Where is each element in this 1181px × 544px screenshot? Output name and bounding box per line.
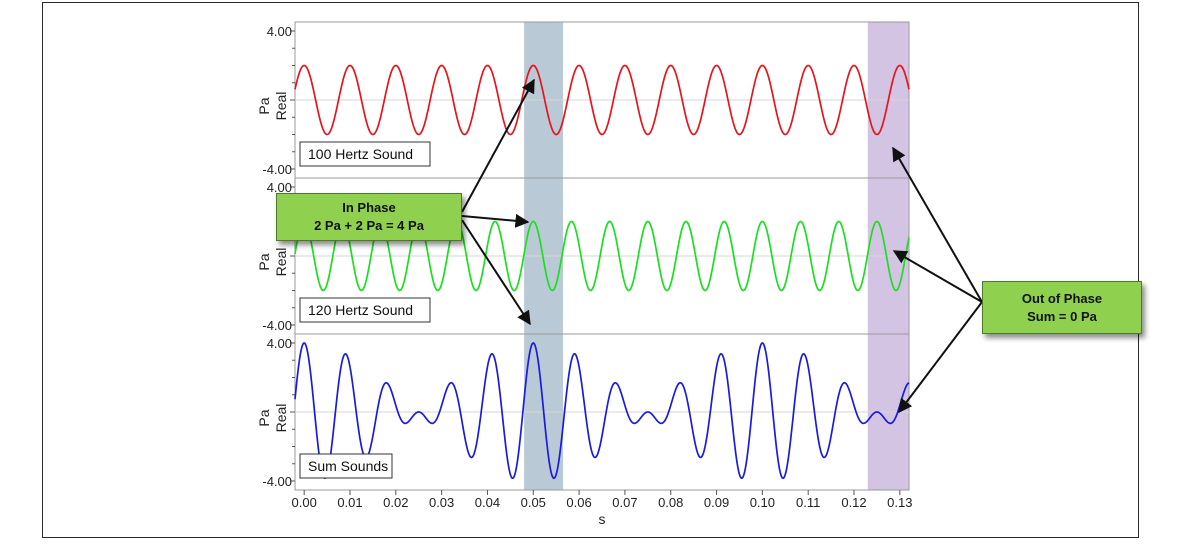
callout-arrow	[898, 301, 983, 414]
x-tick-label: 0.12	[841, 495, 866, 510]
callout-arrow	[892, 250, 983, 303]
x-tick-label: 0.05	[521, 495, 546, 510]
y-tick-label-bottom: -4.00	[262, 318, 292, 333]
panel-2: 4.00 -4.00 Pa Real 120 Hertz Sound	[256, 177, 910, 335]
x-tick-label: 0.07	[612, 495, 637, 510]
x-tick-label: 0.10	[750, 495, 775, 510]
in-phase-title: In Phase	[342, 200, 396, 215]
panel-1: 4.00 -4.00 Pa Real 100 Hertz Sound	[256, 21, 910, 179]
callout-arrow	[892, 146, 983, 303]
out-of-phase-title: Out of Phase	[1021, 290, 1103, 306]
y-axis-label: Real	[273, 92, 289, 121]
x-tick-label: 0.08	[658, 495, 683, 510]
x-tick-label: 0.09	[704, 495, 729, 510]
annotation-label: 100 Hertz Sound	[308, 146, 413, 162]
y-tick-label-bottom: -4.00	[262, 162, 292, 177]
y-tick-label-top: 4.00	[267, 24, 292, 39]
series-line	[294, 342, 910, 480]
x-tick-label: 0.02	[383, 495, 408, 510]
callout-arrow	[461, 78, 535, 213]
annotation-box: Sum Sounds	[299, 453, 393, 479]
annotation-box: 120 Hertz Sound	[299, 297, 431, 323]
annotation-label: Sum Sounds	[308, 458, 388, 474]
in-phase-callout: In Phase 2 Pa + 2 Pa = 4 Pa	[276, 193, 462, 241]
callout-arrow	[461, 213, 530, 228]
x-tick-label: 0.04	[475, 495, 500, 510]
out-of-phase-text: Sum = 0 Pa	[1027, 308, 1097, 324]
y-tick-label-top: 4.00	[267, 336, 292, 351]
x-tick-label: 0.13	[887, 495, 912, 510]
series-line	[294, 220, 910, 292]
y-axis-unit: Pa	[256, 253, 272, 270]
annotation-border	[299, 297, 431, 323]
y-axis-label: Real	[273, 404, 289, 433]
x-tick-label: 0.00	[292, 495, 317, 510]
y-tick-label-top: 4.00	[267, 180, 292, 195]
panel-3: 4.00 -4.00 Pa Real Sum Sounds	[256, 333, 910, 491]
x-tick-label: 0.06	[566, 495, 591, 510]
y-axis-label: Real	[273, 248, 289, 277]
x-tick-label: 0.01	[337, 495, 362, 510]
x-tick-label: 0.03	[429, 495, 454, 510]
out-of-phase-callout: Out of Phase Sum = 0 Pa	[982, 281, 1142, 334]
y-axis-unit: Pa	[256, 409, 272, 426]
annotation-border	[299, 453, 393, 479]
x-axis-label: s	[599, 511, 606, 527]
annotation-border	[299, 141, 431, 167]
y-tick-label-bottom: -4.00	[262, 474, 292, 489]
y-axis-unit: Pa	[256, 97, 272, 114]
annotation-box: 100 Hertz Sound	[299, 141, 431, 167]
series-line	[294, 64, 910, 136]
in-phase-text: 2 Pa + 2 Pa = 4 Pa	[314, 218, 424, 233]
x-tick-label: 0.11	[796, 495, 820, 510]
annotation-label: 120 Hertz Sound	[308, 302, 413, 318]
callout-arrow	[461, 219, 531, 326]
